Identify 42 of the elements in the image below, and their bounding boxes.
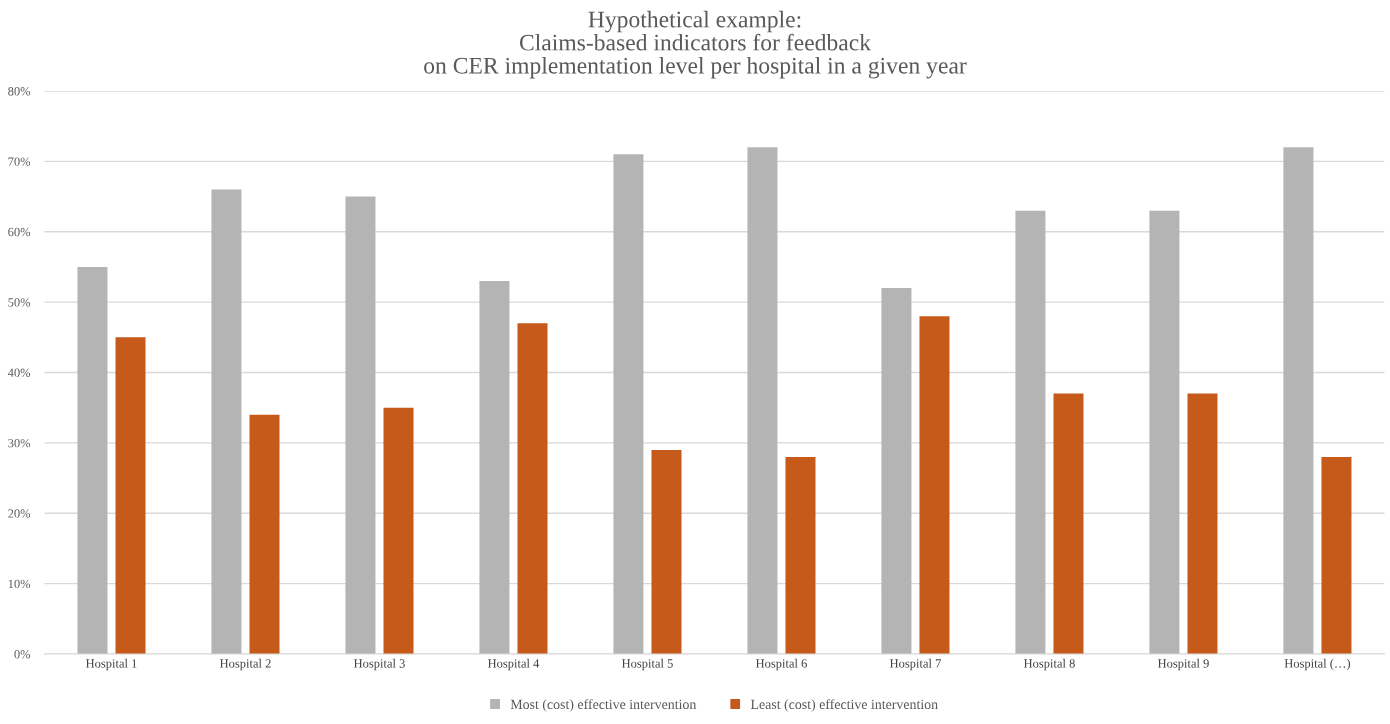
bar (747, 147, 778, 654)
x-tick-label: Hospital 4 (487, 658, 540, 671)
bar (517, 323, 548, 654)
x-tick-label: Hospital 5 (621, 658, 673, 671)
bar (383, 407, 414, 654)
x-tick-label: Hospital 1 (85, 658, 137, 671)
bar (919, 316, 950, 654)
y-tick-label: 0% (14, 650, 31, 659)
y-tick-label: 30% (8, 438, 31, 448)
bar (613, 154, 644, 654)
y-tick-label: 50% (8, 298, 31, 307)
bar (785, 456, 816, 654)
bar (211, 189, 242, 654)
x-tick-label: Hospital 9 (1157, 658, 1209, 671)
x-tick-label: Hospital (…) (1284, 658, 1351, 671)
y-tick-label: 10% (8, 579, 31, 589)
bar (1053, 393, 1084, 654)
bar (1321, 456, 1352, 654)
y-tick-label: 60% (8, 227, 31, 237)
bar (1283, 147, 1314, 654)
y-tick-label: 80% (8, 87, 31, 96)
x-tick-label: Hospital 3 (353, 658, 405, 671)
bar (1149, 210, 1180, 654)
y-tick-label: 70% (8, 157, 31, 166)
x-tick-label: Hospital 2 (219, 658, 271, 671)
y-tick-label: 20% (8, 509, 31, 518)
legend-label: Most (cost) effective intervention (510, 699, 697, 712)
bar (1187, 393, 1218, 654)
y-tick-label: 40% (7, 368, 31, 377)
bar (881, 288, 912, 654)
bar (345, 196, 376, 654)
bar (115, 337, 146, 654)
bar (479, 281, 510, 654)
x-tick-label: Hospital 7 (889, 658, 941, 671)
bar (1015, 210, 1046, 654)
chart-title: Hypothetical example: Claims-based indicators for feedback on CER implementation level per hospital in a given year (424, 10, 967, 79)
x-tick-label: Hospital 6 (755, 658, 807, 671)
legend-label: Least (cost) effective intervention (750, 699, 938, 712)
x-tick-label: Hospital 8 (1023, 658, 1075, 671)
bar (77, 266, 108, 654)
bar (249, 414, 280, 654)
bar (651, 449, 682, 654)
